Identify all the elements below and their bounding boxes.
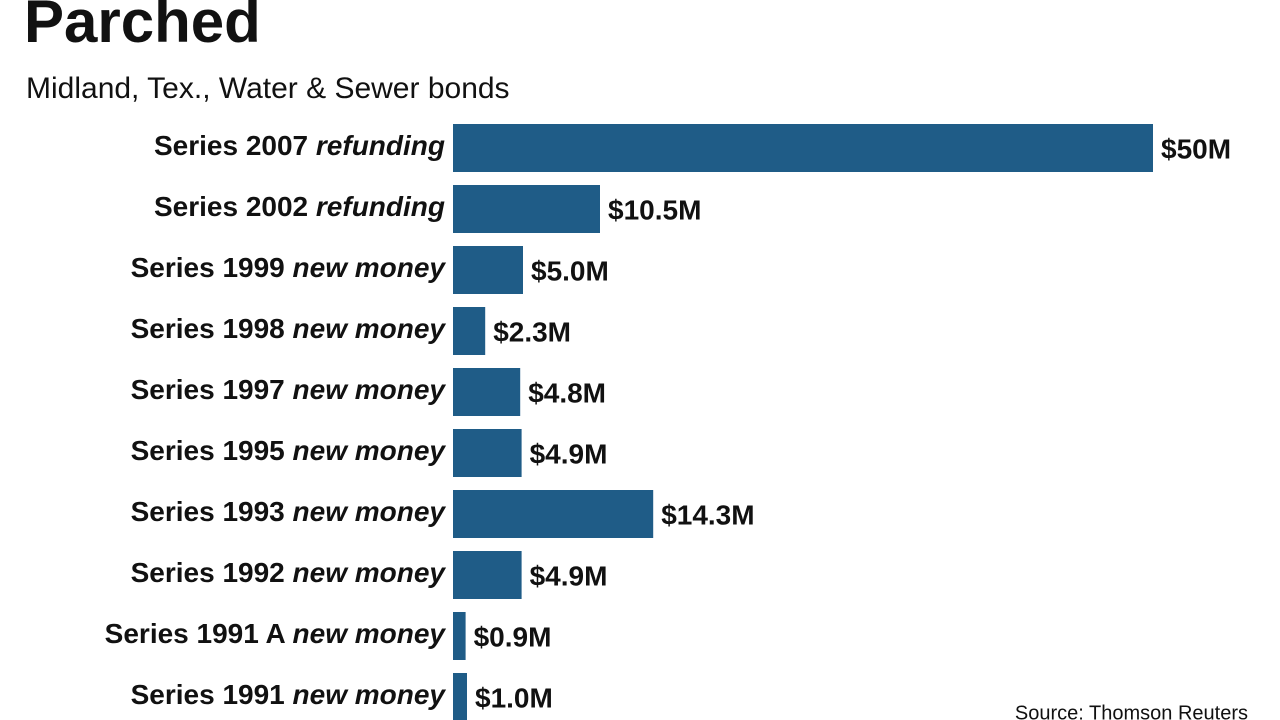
- category-name: Series 1998: [131, 313, 285, 344]
- value-label: $50M: [1161, 133, 1231, 164]
- category-name: Series 1995: [131, 435, 285, 466]
- category-label: Series 1993 new money: [131, 496, 447, 527]
- category-label: Series 1991 new money: [131, 679, 447, 710]
- value-label: $2.3M: [493, 316, 571, 347]
- category-name: Series 1992: [131, 557, 285, 588]
- category-label: Series 1991 A new money: [105, 618, 447, 649]
- value-label: $1.0M: [475, 682, 553, 713]
- category-note: new money: [293, 313, 447, 344]
- value-label: $4.9M: [530, 438, 608, 469]
- value-label: $4.9M: [530, 560, 608, 591]
- chart-title: Parched: [24, 0, 261, 55]
- category-label: Series 1992 new money: [131, 557, 447, 588]
- bar: [453, 673, 467, 720]
- category-name: Series 1999: [131, 252, 285, 283]
- category-name: Series 2007: [154, 130, 308, 161]
- category-note: new money: [293, 496, 447, 527]
- value-label: $10.5M: [608, 194, 701, 225]
- bar: [453, 246, 523, 294]
- category-label: Series 1998 new money: [131, 313, 447, 344]
- bar: [453, 612, 466, 660]
- category-note: new money: [293, 252, 447, 283]
- value-label: $5.0M: [531, 255, 609, 286]
- category-note: new money: [293, 618, 447, 649]
- category-note: new money: [293, 679, 447, 710]
- category-name: Series 1991: [131, 679, 285, 710]
- category-label: Series 2007 refunding: [154, 130, 445, 161]
- category-name: Series 1997: [131, 374, 285, 405]
- bar: [453, 368, 521, 416]
- bar: [453, 429, 522, 477]
- category-note: new money: [293, 374, 447, 405]
- category-name: Series 1991 A: [105, 618, 286, 649]
- chart-subtitle: Midland, Tex., Water & Sewer bonds: [26, 72, 510, 105]
- category-label: Series 1995 new money: [131, 435, 447, 466]
- bar: [453, 124, 1153, 172]
- value-label: $0.9M: [474, 621, 552, 652]
- bar: [453, 185, 600, 233]
- category-note: new money: [293, 557, 447, 588]
- bar: [453, 551, 522, 599]
- category-name: Series 1993: [131, 496, 285, 527]
- category-note: refunding: [316, 191, 445, 222]
- value-label: $14.3M: [661, 499, 754, 530]
- category-name: Series 2002: [154, 191, 308, 222]
- bar: [453, 490, 654, 538]
- value-label: $4.8M: [528, 377, 606, 408]
- category-label: Series 2002 refunding: [154, 191, 445, 222]
- category-note: new money: [293, 435, 447, 466]
- source-note: Source: Thomson Reuters: [1015, 702, 1248, 720]
- category-label: Series 1997 new money: [131, 374, 447, 405]
- bar: [453, 307, 486, 355]
- category-label: Series 1999 new money: [131, 252, 447, 283]
- category-note: refunding: [316, 130, 445, 161]
